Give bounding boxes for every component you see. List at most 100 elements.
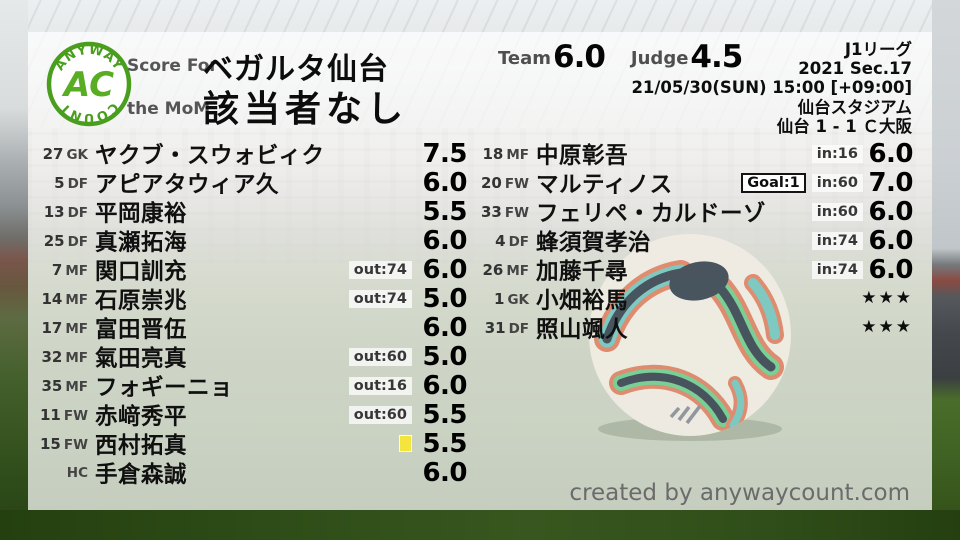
player-score: 6.0 (422, 254, 467, 285)
player-number: 20 (481, 173, 502, 192)
player-position-label: FW (63, 407, 88, 424)
substitution-badge: out:16 (348, 376, 412, 395)
player-number: 7 (51, 260, 63, 279)
player-name: 氣田亮真 (95, 345, 188, 372)
player-number-position: 27 GK (43, 145, 88, 163)
mom-label: the MoM (127, 99, 211, 119)
photo-bottom-margin (0, 510, 960, 540)
mom-value: 該当者なし (203, 89, 409, 130)
player-number-position: 11 FW (40, 406, 88, 424)
soccer-ball-image (589, 234, 791, 441)
player-score: 6.0 (422, 167, 467, 198)
player-score: 7.5 (422, 138, 467, 169)
player-number-position: 17 MF (41, 319, 88, 337)
player-number-position: 13 DF (44, 203, 88, 221)
player-position-label: FW (504, 204, 529, 221)
substitution-badge: in:74 (811, 260, 863, 279)
player-number-position: 18 MF (482, 145, 529, 163)
substitution-badge: in:60 (811, 202, 863, 221)
player-number-position: 32 MF (41, 348, 88, 366)
player-score: 6.0 (422, 312, 467, 343)
judge-score-value: 4.5 (690, 39, 743, 75)
player-name: フェリペ・カルドーゾ (536, 200, 767, 227)
player-name: アピアタウィア久 (95, 171, 280, 198)
player-row: 27 GK ヤクブ・スウォビィク 7.5 (43, 138, 468, 169)
player-number-position: 1 GK (487, 290, 529, 308)
player-number-position: HC (46, 465, 88, 481)
player-number: 14 (41, 289, 63, 308)
player-position-label: MF (506, 146, 529, 163)
player-name: 関口訓充 (95, 258, 188, 285)
player-name: 西村拓真 (95, 432, 188, 459)
match-league: J1リーグ (844, 40, 912, 59)
player-position-label: DF (67, 233, 88, 250)
translucent-overlay-sheet (28, 32, 932, 510)
player-position-label: DF (67, 175, 88, 192)
substitution-badge: in:60 (811, 173, 863, 192)
player-number-position: 33 FW (481, 203, 529, 221)
team-title: ベガルタ仙台 (203, 52, 389, 87)
player-name: マルティノス (536, 171, 673, 198)
player-position-label: GK (66, 146, 88, 163)
player-number-position: 4 DF (487, 232, 529, 250)
player-number-position: 7 MF (46, 261, 88, 279)
subs-column: 18 MF 中原彰吾 in:16 6.0 20 FW マルティノス Goal:1 in:60 7.0… (481, 139, 914, 343)
player-number: 26 (482, 260, 504, 279)
player-name: 加藤千尋 (536, 258, 629, 285)
player-position-label: FW (63, 436, 88, 453)
player-number: 17 (41, 318, 63, 337)
logo-text-ac: AC (61, 65, 114, 105)
judge-score-label: Judge (630, 48, 689, 69)
player-score: 7.0 (868, 167, 913, 198)
match-result: 仙台 1 - 1 Ｃ大阪 (776, 116, 912, 136)
player-score: 6.0 (868, 225, 913, 256)
player-number-position: 14 MF (41, 290, 88, 308)
player-score: 5.5 (422, 399, 467, 430)
player-number: 25 (43, 231, 65, 250)
substitution-badge: in:74 (811, 231, 863, 250)
player-position-label: MF (506, 262, 529, 279)
player-position-label: HC (66, 464, 88, 481)
player-name: 赤﨑秀平 (95, 403, 188, 430)
player-number-position: 25 DF (43, 231, 88, 250)
player-number: 33 (481, 202, 502, 221)
player-position-label: DF (508, 320, 529, 337)
player-number: 11 (40, 405, 61, 424)
player-name: 石原崇兆 (95, 287, 188, 314)
goal-badge: Goal:1 (741, 172, 806, 193)
created-by-watermark: created by anywaycount.com (569, 480, 910, 506)
team-judge-scores: Team 6.0 Judge 4.5 (498, 39, 743, 75)
player-position-label: DF (67, 204, 88, 221)
player-row: 17 MF 富田晋伍 6.0 (41, 312, 467, 343)
player-score: 6.0 (422, 370, 467, 401)
player-position-label: MF (65, 349, 88, 366)
match-datetime: 21/05/30(SUN) 15:00 [+09:00] (631, 78, 912, 98)
player-number: 18 (482, 144, 504, 163)
player-row: 35 MF フォギーニョ out:16 6.0 (41, 370, 467, 401)
player-number-position: 26 MF (482, 261, 529, 279)
starters-column: 27 GK ヤクブ・スウォビィク 7.5 5 DF アピアタウィア久 6.0 13 DF 平岡康裕 5… (40, 138, 468, 488)
player-name: 手倉森誠 (95, 461, 188, 488)
player-name: フォギーニョ (95, 374, 234, 401)
player-score: 6.0 (422, 225, 467, 256)
unrated-stars: ★★★ (861, 317, 913, 337)
player-score: 5.5 (422, 196, 467, 227)
score-for-label: Score For (127, 56, 218, 76)
player-score: 5.0 (422, 341, 467, 372)
player-score: 6.0 (422, 457, 467, 488)
photo-right-margin (932, 0, 960, 540)
player-row: 1 GK 小畑裕馬 ★★★ (487, 284, 913, 314)
player-score: 6.0 (868, 254, 913, 285)
player-position-label: MF (65, 320, 88, 337)
player-number: 5 (54, 173, 65, 192)
player-row: HC 手倉森誠 6.0 (46, 457, 468, 488)
player-number: 4 (495, 231, 506, 250)
match-season-sec: 2021 Sec.17 (798, 59, 912, 79)
player-number: 15 (40, 434, 61, 453)
player-number: 31 (484, 318, 506, 337)
player-row: 31 DF 照山颯人 ★★★ (484, 313, 913, 343)
player-number: 32 (41, 347, 63, 366)
player-position-label: FW (504, 175, 529, 192)
player-row: 33 FW フェリペ・カルドーゾ in:60 6.0 (481, 197, 914, 227)
player-position-label: DF (508, 233, 529, 250)
